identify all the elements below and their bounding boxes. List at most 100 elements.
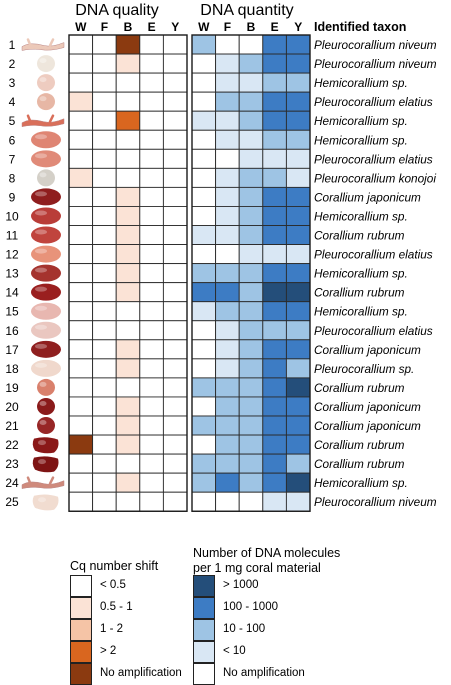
quality-cell (68, 167, 94, 188)
taxon-label: Pleurocorallium elatius (314, 248, 433, 262)
quality-cell (92, 186, 117, 207)
quality-cell (115, 472, 141, 493)
taxon-label: Hemicorallium sp. (314, 209, 408, 223)
sample-highlight (35, 210, 47, 216)
row-number: 9 (9, 190, 16, 204)
quality-cell (139, 434, 164, 455)
quality-cell (68, 91, 94, 112)
quality-cell (115, 72, 141, 93)
quality-cell (68, 453, 94, 474)
quality-cell (115, 320, 141, 341)
quality-cell (92, 53, 117, 74)
row-number: 17 (5, 343, 19, 357)
quantity-cell (238, 148, 264, 169)
quantity-cell (285, 453, 311, 474)
quantity-cell (238, 491, 264, 512)
quantity-cell (215, 453, 240, 474)
quantity-legend-label: 100 - 1000 (223, 601, 278, 613)
sample-branch-twig (26, 114, 55, 123)
sample-image (31, 359, 61, 377)
sample-highlight (39, 420, 47, 426)
sample-image (37, 378, 55, 396)
quality-cell (115, 148, 141, 169)
row-number: 2 (9, 57, 16, 71)
quality-cell (139, 282, 164, 303)
quantity-cell (285, 358, 311, 379)
quality-cell (162, 415, 188, 436)
quality-cell (162, 453, 188, 474)
sample-image (37, 93, 55, 111)
taxon-label: Corallium japonicum (314, 400, 421, 414)
quantity-cell (285, 129, 311, 150)
quantity-cell (238, 377, 264, 398)
quality-cell (162, 282, 188, 303)
quality-cell (115, 282, 141, 303)
quality-cell (68, 339, 94, 360)
quality-cell (115, 186, 141, 207)
sample-highlight (38, 459, 46, 465)
quantity-cell (285, 186, 311, 207)
quantity-cell (238, 396, 264, 417)
quality-cell (92, 453, 117, 474)
quantity-cell (285, 377, 311, 398)
quality-cell (92, 148, 117, 169)
taxon-label: Pleurocorallium konojoi (314, 171, 436, 185)
quantity-cell (191, 72, 217, 93)
quantity-cell (262, 225, 287, 245)
quantity-cell (238, 34, 264, 55)
quality-heatmap (68, 34, 188, 512)
quality-cell (162, 34, 188, 55)
quantity-cell (238, 91, 264, 112)
sample-image (31, 302, 61, 320)
quantity-cell (285, 34, 311, 55)
quantity-cell (262, 186, 287, 207)
sample-image (21, 480, 65, 489)
quality-cell (139, 377, 164, 398)
quantity-cell (238, 263, 264, 284)
row-number: 5 (9, 114, 16, 128)
quantity-cell (191, 225, 217, 245)
quality-cell (115, 167, 141, 188)
quality-cell (115, 34, 141, 55)
quantity-cell (191, 129, 217, 150)
quantity-cell (285, 434, 311, 455)
sample-image (32, 456, 59, 473)
quantity-legend-swatch (193, 575, 215, 597)
quantity-cell (215, 263, 240, 284)
quantity-panel-title: DNA quantity (200, 2, 293, 19)
quantity-legend-swatch (193, 641, 215, 663)
quality-cell (139, 396, 164, 417)
taxon-labels: Pleurocorallium niveum Pleurocorallium ni… (314, 38, 437, 509)
quality-cell (162, 377, 188, 398)
quality-panel-title: DNA quality (75, 2, 159, 19)
taxon-label: Pleurocorallium niveum (314, 38, 437, 52)
quality-cell (139, 225, 164, 245)
quality-cell (162, 301, 188, 322)
quantity-cell (285, 167, 311, 188)
quality-cell (139, 53, 164, 74)
quantity-cell (285, 320, 311, 341)
quantity-legend-label: < 10 (223, 645, 246, 657)
quality-cell (115, 244, 141, 265)
sample-image (31, 283, 61, 301)
sample-image (31, 226, 61, 244)
taxon-label: Pleurocorallium elatius (314, 152, 433, 166)
row-number: 23 (5, 457, 19, 471)
quantity-legend-swatch (193, 597, 215, 619)
quantity-cell (215, 377, 240, 398)
quantity-cell (215, 225, 240, 245)
taxon-label: Pleurocorallium elatius (314, 324, 433, 338)
sample-highlight (39, 172, 47, 178)
row-number: 20 (5, 400, 19, 414)
sample-image (31, 245, 61, 263)
quantity-cell (215, 491, 240, 512)
quality-cell (162, 244, 188, 265)
quality-cell (92, 491, 117, 512)
quantity-cell (262, 339, 287, 360)
quantity-cell (215, 415, 240, 436)
quality-cell (92, 34, 117, 55)
quality-legend-title: Cq number shift (70, 559, 159, 573)
quality-cell (68, 244, 94, 265)
quality-cell (92, 282, 117, 303)
quality-cell (162, 148, 188, 169)
